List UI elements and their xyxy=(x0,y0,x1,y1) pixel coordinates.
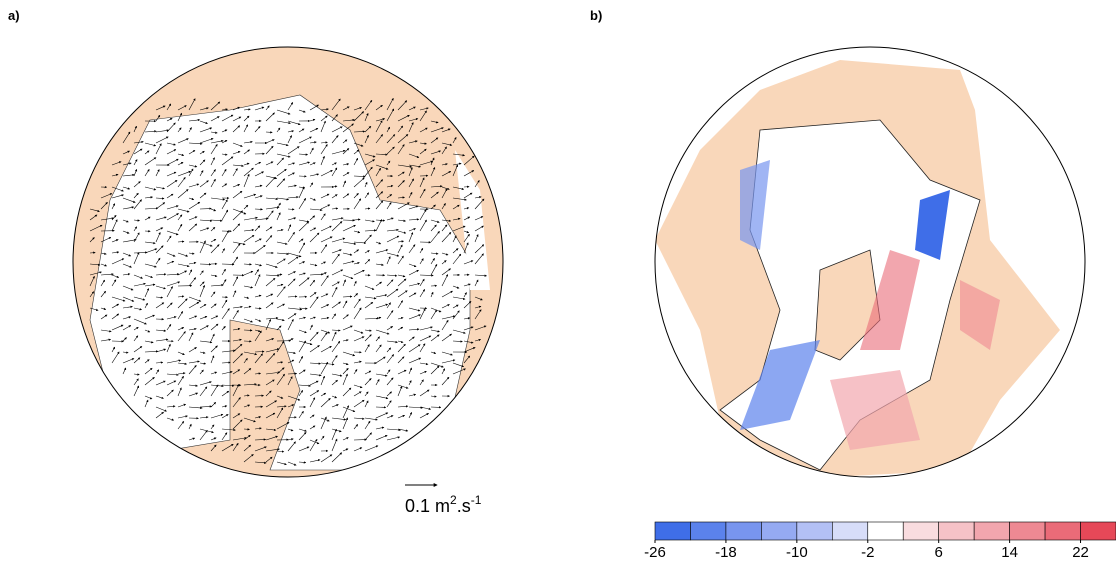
colorbar-bin xyxy=(1045,522,1080,540)
colorbar-tick-label: 6 xyxy=(935,544,943,559)
colorbar-bin xyxy=(1010,522,1045,540)
colorbar-bin xyxy=(832,522,867,540)
colorbar-tick-label: -2 xyxy=(861,544,874,559)
colorbar-tick-label: 14 xyxy=(1001,544,1018,559)
unit-text: .s xyxy=(457,496,471,516)
colorbar-bin xyxy=(1081,522,1116,540)
colorbar-bin xyxy=(655,522,690,540)
colorbar-tick-label: 22 xyxy=(1072,544,1089,559)
unit-exp: -1 xyxy=(471,493,482,507)
colorbar-bin xyxy=(903,522,938,540)
colorbar-tick-label: -18 xyxy=(715,544,737,559)
panel-label: a) xyxy=(8,8,20,23)
colorbar-bin xyxy=(726,522,761,540)
colorbar-bin xyxy=(939,522,974,540)
panel-label: b) xyxy=(590,8,602,23)
colorbar-bin xyxy=(690,522,725,540)
colorbar-tick-label: -10 xyxy=(786,544,808,559)
colorbar-tick-label: -26 xyxy=(644,544,666,559)
scale-unit: 0.1 m2.s-1 xyxy=(405,493,482,516)
colorbar-bin xyxy=(868,522,903,540)
colorbar-bin xyxy=(761,522,796,540)
colorbar-bin xyxy=(797,522,832,540)
map-a xyxy=(73,47,503,477)
unit-text: 0.1 m xyxy=(405,496,450,516)
colorbar-bin xyxy=(974,522,1009,540)
figure: a) b) 0.1 m2.s-1 -26-18-10-261422 xyxy=(0,0,1116,559)
